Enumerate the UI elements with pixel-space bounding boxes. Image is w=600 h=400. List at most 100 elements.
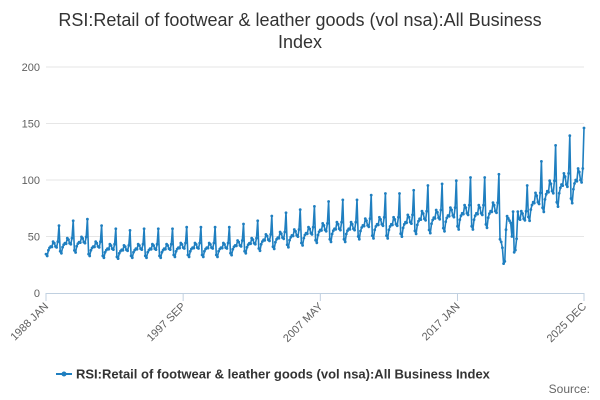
- data-point[interactable]: [45, 254, 49, 258]
- data-point[interactable]: [341, 198, 345, 202]
- data-point[interactable]: [548, 179, 552, 183]
- data-point[interactable]: [518, 218, 522, 222]
- data-point[interactable]: [285, 243, 289, 247]
- data-point[interactable]: [540, 160, 543, 163]
- data-point[interactable]: [483, 176, 487, 179]
- data-point[interactable]: [512, 250, 516, 254]
- data-point[interactable]: [570, 201, 574, 205]
- data-point[interactable]: [322, 224, 326, 227]
- data-point[interactable]: [171, 227, 174, 231]
- data-point[interactable]: [102, 256, 106, 260]
- data-point[interactable]: [185, 225, 189, 229]
- data-point[interactable]: [417, 219, 420, 223]
- data-point[interactable]: [564, 183, 568, 186]
- data-point[interactable]: [296, 235, 300, 239]
- data-point[interactable]: [515, 237, 518, 241]
- data-point[interactable]: [575, 179, 579, 183]
- data-point[interactable]: [566, 185, 569, 189]
- data-point[interactable]: [274, 240, 277, 244]
- data-point[interactable]: [330, 232, 334, 236]
- data-point[interactable]: [287, 245, 290, 249]
- data-point[interactable]: [320, 229, 323, 232]
- data-point[interactable]: [192, 246, 196, 250]
- data-point[interactable]: [282, 237, 286, 241]
- data-point[interactable]: [373, 228, 377, 232]
- data-point[interactable]: [283, 230, 287, 234]
- data-point[interactable]: [187, 255, 191, 259]
- data-point[interactable]: [485, 226, 489, 230]
- data-point[interactable]: [269, 233, 273, 236]
- data-point[interactable]: [194, 243, 198, 246]
- data-point[interactable]: [497, 172, 501, 176]
- data-point[interactable]: [420, 209, 424, 213]
- data-point[interactable]: [88, 254, 92, 258]
- data-point[interactable]: [268, 239, 271, 243]
- data-point[interactable]: [71, 219, 75, 223]
- data-point[interactable]: [64, 242, 68, 246]
- data-point[interactable]: [535, 194, 539, 198]
- data-point[interactable]: [401, 226, 405, 230]
- data-point[interactable]: [316, 233, 320, 237]
- data-point[interactable]: [128, 229, 132, 232]
- data-point[interactable]: [95, 241, 99, 245]
- data-point[interactable]: [492, 203, 496, 207]
- data-point[interactable]: [313, 205, 316, 208]
- data-point[interactable]: [126, 249, 129, 253]
- data-point[interactable]: [294, 229, 297, 233]
- data-point[interactable]: [398, 192, 401, 195]
- data-point[interactable]: [397, 215, 400, 219]
- data-point[interactable]: [342, 237, 346, 241]
- data-point[interactable]: [145, 256, 148, 260]
- data-point[interactable]: [69, 242, 73, 246]
- data-point[interactable]: [184, 241, 187, 245]
- data-point[interactable]: [555, 200, 559, 204]
- data-point[interactable]: [211, 247, 215, 250]
- data-point[interactable]: [146, 250, 150, 254]
- data-point[interactable]: [504, 228, 508, 232]
- data-point[interactable]: [495, 211, 498, 215]
- data-point[interactable]: [237, 240, 241, 244]
- data-point[interactable]: [436, 210, 439, 214]
- data-point[interactable]: [55, 246, 58, 249]
- data-point[interactable]: [107, 247, 111, 251]
- data-point[interactable]: [203, 249, 206, 253]
- data-point[interactable]: [84, 235, 88, 239]
- data-point[interactable]: [291, 234, 295, 238]
- data-point[interactable]: [83, 241, 87, 245]
- data-point[interactable]: [427, 228, 431, 232]
- data-point[interactable]: [213, 225, 217, 229]
- data-point[interactable]: [478, 206, 482, 210]
- data-point[interactable]: [392, 215, 395, 219]
- data-point[interactable]: [197, 247, 200, 250]
- data-point[interactable]: [70, 236, 74, 240]
- data-point[interactable]: [580, 181, 583, 184]
- data-point[interactable]: [471, 228, 475, 231]
- data-point[interactable]: [490, 210, 494, 214]
- data-point[interactable]: [464, 206, 468, 210]
- data-point[interactable]: [354, 220, 358, 224]
- data-point[interactable]: [554, 144, 557, 147]
- data-point[interactable]: [411, 213, 414, 217]
- data-point[interactable]: [557, 191, 561, 195]
- data-point[interactable]: [369, 193, 373, 197]
- data-point[interactable]: [433, 217, 437, 220]
- data-point[interactable]: [576, 167, 580, 170]
- data-point[interactable]: [537, 202, 541, 206]
- data-point[interactable]: [245, 245, 249, 249]
- data-point[interactable]: [159, 256, 163, 260]
- data-point[interactable]: [127, 244, 131, 247]
- data-point[interactable]: [405, 221, 408, 225]
- data-point[interactable]: [324, 229, 328, 233]
- data-point[interactable]: [123, 245, 127, 249]
- data-point[interactable]: [284, 211, 288, 215]
- data-point[interactable]: [103, 250, 107, 254]
- data-point[interactable]: [355, 198, 359, 202]
- data-point[interactable]: [466, 213, 470, 217]
- data-point[interactable]: [538, 191, 542, 195]
- data-point[interactable]: [154, 248, 158, 252]
- data-point[interactable]: [385, 234, 388, 238]
- data-point[interactable]: [525, 184, 529, 187]
- data-point[interactable]: [357, 237, 361, 241]
- data-point[interactable]: [334, 228, 338, 231]
- data-point[interactable]: [226, 241, 230, 245]
